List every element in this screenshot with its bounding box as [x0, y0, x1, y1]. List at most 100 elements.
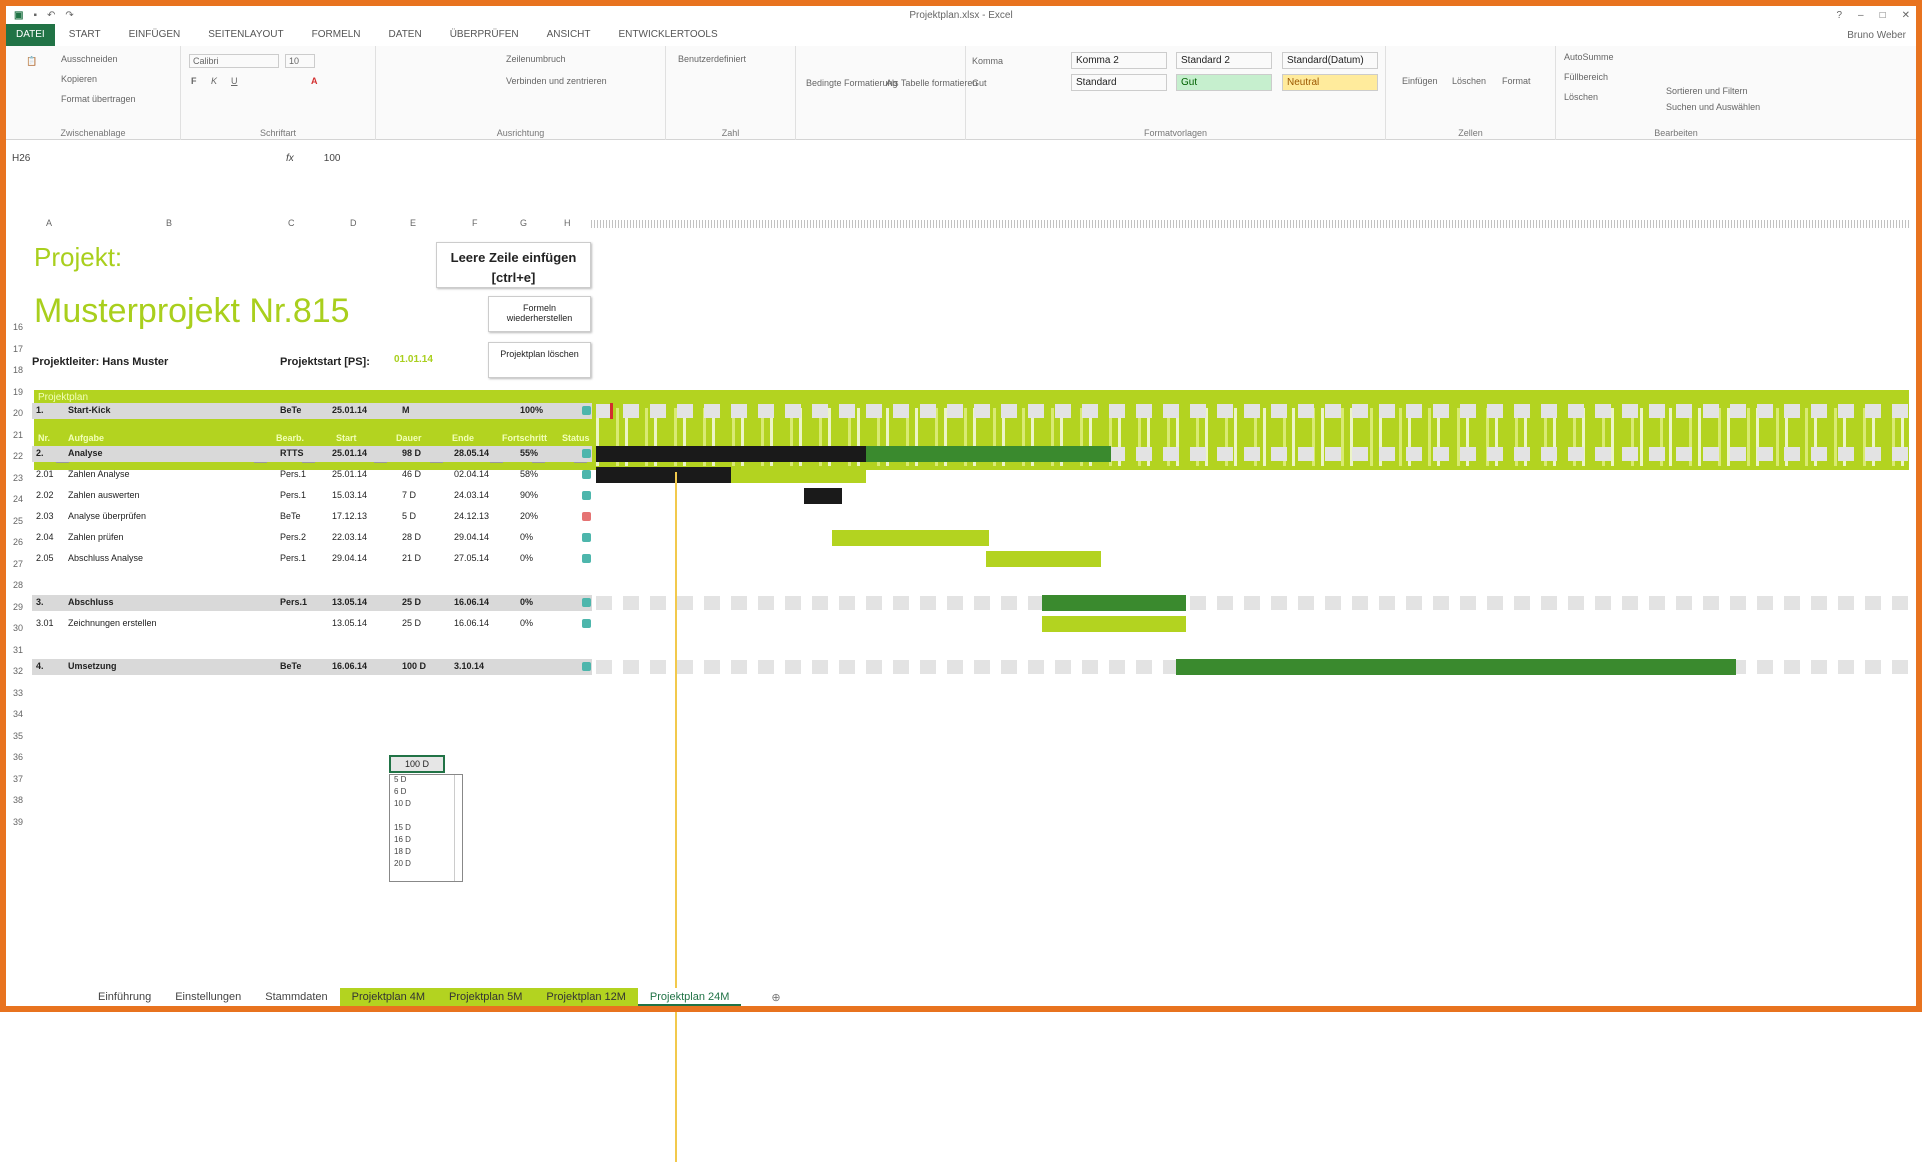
- row-header[interactable]: 27: [12, 558, 23, 569]
- autosum-button[interactable]: AutoSumme: [1564, 52, 1614, 62]
- row-header[interactable]: 29: [12, 601, 23, 612]
- row-header[interactable]: 20: [12, 408, 23, 418]
- task-row[interactable]: 3.01 Zeichnungen erstellen 13.05.14 25 D 16.…: [32, 616, 592, 632]
- font-name-select[interactable]: Calibri: [189, 54, 279, 68]
- delete-plan-button[interactable]: Projektplan löschen: [488, 342, 591, 378]
- tab-insert[interactable]: EINFÜGEN: [128, 29, 181, 40]
- cut-button[interactable]: Ausschneiden: [61, 54, 118, 64]
- row-header[interactable]: 36: [12, 752, 23, 762]
- gantt-bar[interactable]: [596, 446, 866, 462]
- column-header-h[interactable]: H: [564, 218, 571, 228]
- style-komma[interactable]: Komma: [972, 56, 1004, 66]
- row-header[interactable]: 35: [12, 730, 23, 741]
- column-header-f[interactable]: F: [472, 218, 478, 228]
- gantt-bar[interactable]: [832, 530, 989, 546]
- add-sheet-icon[interactable]: ⊕: [771, 991, 781, 1004]
- conditional-format-button[interactable]: Bedingte Formatierung: [806, 78, 898, 88]
- gantt-bar[interactable]: [1042, 616, 1186, 632]
- fill-button[interactable]: Füllbereich: [1564, 72, 1609, 82]
- task-row[interactable]: 2.05 Abschluss Analyse Pers.1 29.04.14 21 D 2…: [32, 551, 592, 567]
- row-header[interactable]: 16: [12, 322, 23, 332]
- maximize-icon[interactable]: □: [1879, 9, 1886, 21]
- gantt-bar[interactable]: [596, 467, 731, 483]
- style-standard-datum[interactable]: Standard(Datum): [1282, 52, 1378, 69]
- find-select-button[interactable]: Suchen und Auswählen: [1666, 102, 1761, 112]
- tab-start[interactable]: START: [68, 29, 101, 40]
- insert-cells-button[interactable]: Einfügen: [1402, 76, 1438, 86]
- column-header-e[interactable]: E: [410, 218, 417, 228]
- tab-review[interactable]: ÜBERPRÜFEN: [449, 29, 519, 40]
- wrap-text-button[interactable]: Zeilenumbruch: [506, 54, 566, 64]
- name-box[interactable]: H26: [12, 152, 31, 164]
- dropdown-option[interactable]: 16 D: [394, 835, 411, 844]
- close-icon[interactable]: ✕: [1901, 9, 1910, 21]
- row-header[interactable]: 32: [12, 666, 23, 676]
- dropdown-option[interactable]: 20 D: [394, 859, 411, 868]
- row-header[interactable]: 34: [12, 709, 23, 719]
- dropdown-option[interactable]: 10 D: [394, 799, 411, 808]
- row-header[interactable]: 30: [12, 623, 23, 633]
- style-neutral[interactable]: Neutral: [1282, 74, 1378, 91]
- style-komma2[interactable]: Komma 2: [1071, 52, 1167, 69]
- gantt-bar[interactable]: [731, 467, 866, 483]
- row-header[interactable]: 17: [12, 343, 23, 354]
- tab-developer[interactable]: ENTWICKLERTOOLS: [618, 29, 718, 40]
- row-header[interactable]: 25: [12, 515, 23, 526]
- style-gut-small[interactable]: Gut: [972, 78, 987, 88]
- tab-file[interactable]: DATEI: [6, 24, 55, 46]
- tab-page-layout[interactable]: SEITENLAYOUT: [208, 29, 284, 40]
- formula-input[interactable]: 100: [323, 152, 341, 164]
- column-header-g[interactable]: G: [520, 218, 528, 228]
- sheet-tab-master[interactable]: Stammdaten: [265, 991, 328, 1003]
- bold-button[interactable]: F: [191, 76, 197, 86]
- task-row[interactable]: 2.04 Zahlen prüfen Pers.2 22.03.14 28 D 29.04…: [32, 530, 592, 546]
- sort-filter-button[interactable]: Sortieren und Filtern: [1666, 86, 1748, 96]
- row-header[interactable]: 22: [12, 451, 23, 461]
- duration-dropdown[interactable]: 5 D 6 D 10 D 15 D 16 D 18 D 20 D: [389, 774, 463, 882]
- tab-view[interactable]: ANSICHT: [546, 29, 591, 40]
- font-size-select[interactable]: 10: [285, 54, 315, 68]
- task-row[interactable]: 2.03 Analyse überprüfen BeTe 17.12.13 5 D 24.…: [32, 509, 592, 525]
- row-header[interactable]: 38: [12, 795, 23, 805]
- row-header[interactable]: 37: [12, 773, 23, 784]
- row-header[interactable]: 24: [12, 494, 23, 504]
- gantt-bar[interactable]: [986, 551, 1101, 567]
- dropdown-option[interactable]: [390, 811, 462, 823]
- row-header[interactable]: 39: [12, 816, 23, 827]
- row-header[interactable]: 26: [12, 537, 23, 547]
- row-header[interactable]: 23: [12, 472, 23, 483]
- selected-cell-h26[interactable]: 100 D: [389, 755, 445, 773]
- row-header[interactable]: 21: [12, 429, 23, 440]
- save-icon[interactable]: ▪: [33, 9, 37, 21]
- restore-formulas-button[interactable]: Formeln wiederherstellen: [488, 296, 591, 332]
- underline-button[interactable]: U: [231, 76, 238, 86]
- gantt-bar[interactable]: [1176, 659, 1736, 675]
- dropdown-option[interactable]: 15 D: [394, 823, 411, 832]
- style-standard[interactable]: Standard: [1071, 74, 1167, 91]
- tab-formulas[interactable]: FORMELN: [311, 29, 361, 40]
- sheet-tab-4m[interactable]: Projektplan 4M: [339, 988, 438, 1006]
- undo-icon[interactable]: ↶: [47, 9, 56, 21]
- redo-icon[interactable]: ↷: [65, 9, 74, 21]
- minimize-icon[interactable]: –: [1858, 9, 1864, 21]
- task-row[interactable]: 2.01 Zahlen Analyse Pers.1 25.01.14 46 D 02.0…: [32, 467, 592, 483]
- gantt-bar[interactable]: [866, 446, 1111, 462]
- number-format-select[interactable]: Benutzerdefiniert: [678, 54, 747, 64]
- italic-button[interactable]: K: [211, 76, 218, 86]
- sheet-tab-5m[interactable]: Projektplan 5M: [437, 988, 535, 1006]
- task-row[interactable]: 2. Analyse RTTS 25.01.14 98 D 28.05.14 55%: [32, 446, 592, 462]
- dropdown-option[interactable]: 6 D: [394, 787, 407, 796]
- task-row[interactable]: 3. Abschluss Pers.1 13.05.14 25 D 16.06.14 0%: [32, 595, 592, 611]
- paste-icon[interactable]: 📋: [26, 56, 38, 66]
- delete-cells-button[interactable]: Löschen: [1452, 76, 1487, 86]
- gantt-bar[interactable]: [804, 488, 842, 504]
- column-header-c[interactable]: C: [288, 218, 295, 228]
- user-name[interactable]: Bruno Weber: [1847, 29, 1906, 41]
- sheet-tab-settings[interactable]: Einstellungen: [175, 991, 242, 1003]
- task-row[interactable]: 1. Start-Kick BeTe 25.01.14 M 100%: [32, 403, 592, 419]
- task-row[interactable]: 2.02 Zahlen auswerten Pers.1 15.03.14 7 D 24.…: [32, 488, 592, 504]
- style-standard2[interactable]: Standard 2: [1176, 52, 1272, 69]
- row-header[interactable]: 33: [12, 687, 23, 698]
- task-row[interactable]: 4. Umsetzung BeTe 16.06.14 100 D 3.10.14: [32, 659, 592, 675]
- project-start-value[interactable]: 01.01.14: [394, 354, 433, 365]
